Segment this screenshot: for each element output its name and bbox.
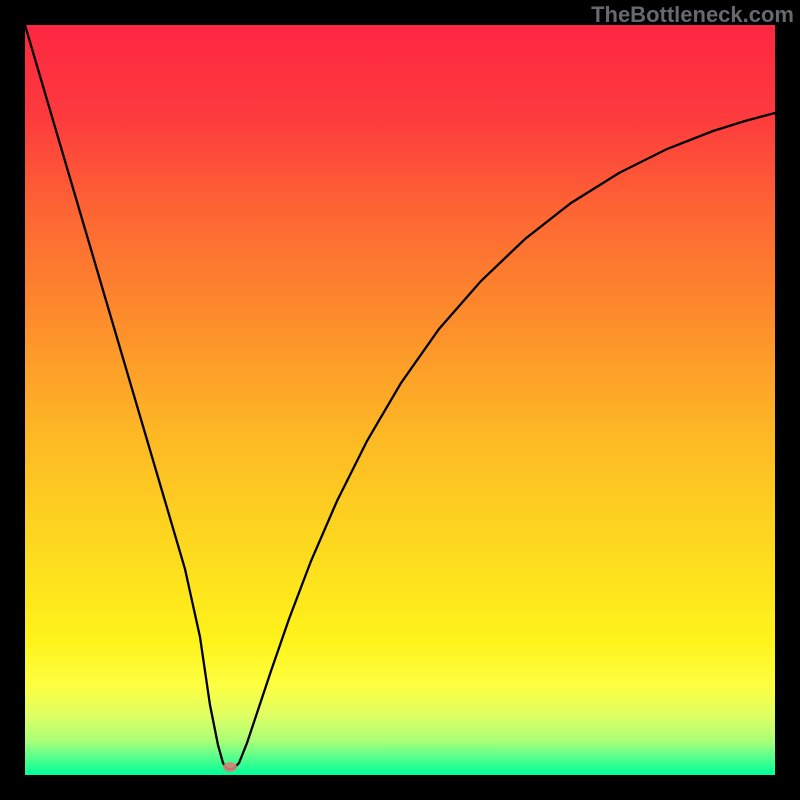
- chart-frame: TheBottleneck.com: [0, 0, 800, 800]
- watermark-text: TheBottleneck.com: [591, 2, 794, 28]
- curve-layer: [25, 25, 775, 775]
- plot-area: [25, 25, 775, 775]
- min-marker: [223, 762, 237, 772]
- bottleneck-curve: [25, 25, 775, 769]
